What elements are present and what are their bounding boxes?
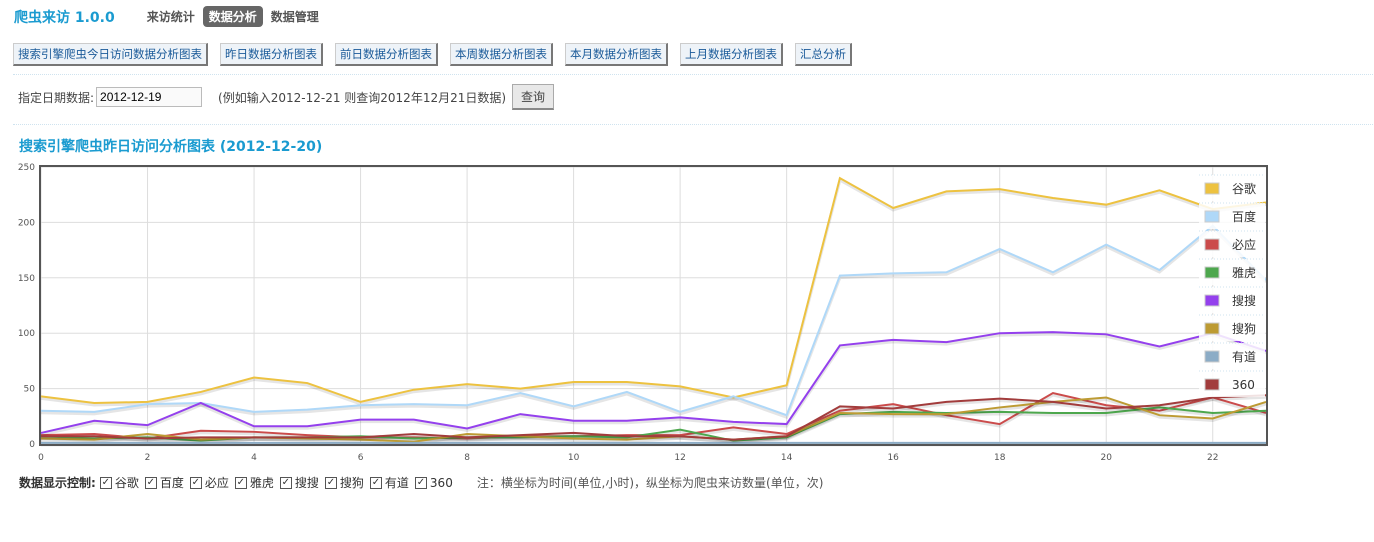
series-line-0: [40, 176, 1267, 405]
series-toggle-label: 有道: [384, 476, 409, 490]
checkbox-checked-icon[interactable]: ✓: [144, 476, 157, 489]
checkbox-checked-icon[interactable]: ✓: [189, 476, 202, 489]
report-button[interactable]: 搜索引擎爬虫今日访问数据分析图表: [13, 43, 208, 66]
legend-label: 谷歌: [1232, 181, 1256, 196]
series-toggle-label: 雅虎: [249, 476, 274, 490]
nav-data-analysis[interactable]: 数据分析: [202, 6, 263, 27]
y-tick-label: 200: [18, 218, 35, 228]
date-hint: (例如输入2012-12-21 则查询2012年12月21日数据): [218, 90, 507, 105]
series-toggle[interactable]: ✓ 百度: [144, 474, 184, 491]
series-line-2: [40, 391, 1267, 440]
series-toggle-label: 必应: [204, 476, 229, 490]
legend-label: 必应: [1232, 237, 1256, 252]
y-tick-label: 50: [24, 385, 36, 395]
series-line-4: [40, 331, 1267, 434]
checkbox-checked-icon[interactable]: ✓: [369, 476, 382, 489]
y-tick-label: 150: [18, 274, 35, 284]
chart-title: 搜索引擎爬虫昨日访问分析图表 (2012-12-20): [19, 139, 323, 155]
legend-swatch: [1204, 294, 1220, 307]
nav-visit-stats[interactable]: 来访统计: [146, 10, 195, 24]
legend-label: 有道: [1232, 350, 1256, 364]
report-buttons: 搜索引擎爬虫今日访问数据分析图表 昨日数据分析图表 前日数据分析图表 本周数据分析图表…: [13, 43, 864, 66]
divider: [13, 74, 1373, 75]
series-shadow: [41, 395, 1267, 444]
legend-swatch: [1204, 182, 1220, 195]
legend-swatch: [1204, 266, 1220, 279]
series-toggle[interactable]: ✓ 360: [414, 475, 453, 490]
x-tick-label: 12: [674, 453, 685, 460]
legend-swatch: [1204, 378, 1220, 391]
series-toggle[interactable]: ✓ 有道: [369, 474, 409, 491]
series-shadow: [40, 225, 1268, 420]
report-button[interactable]: 本周数据分析图表: [450, 43, 553, 66]
legend-label: 雅虎: [1232, 265, 1256, 280]
x-tick-label: 16: [887, 453, 899, 460]
x-tick-label: 14: [781, 453, 793, 460]
y-tick-label: 250: [18, 163, 35, 173]
legend-label: 360: [1232, 378, 1255, 392]
series-toggle[interactable]: ✓ 雅虎: [234, 474, 274, 491]
date-label: 指定日期数据:: [18, 90, 95, 105]
x-tick-label: 18: [994, 453, 1006, 460]
report-button[interactable]: 前日数据分析图表: [335, 43, 438, 66]
checkbox-checked-icon[interactable]: ✓: [324, 476, 337, 489]
series-toggle-label: 百度: [159, 476, 184, 490]
y-tick-label: 100: [18, 329, 35, 339]
series-line-1: [40, 224, 1267, 417]
date-query: 指定日期数据: (例如输入2012-12-21 则查询2012年12月21日数据…: [18, 84, 555, 110]
legend-label: 搜狗: [1232, 321, 1256, 336]
checkbox-checked-icon[interactable]: ✓: [99, 476, 112, 489]
report-button[interactable]: 上月数据分析图表: [680, 43, 783, 66]
x-tick-label: 4: [251, 453, 257, 460]
checkbox-checked-icon[interactable]: ✓: [234, 476, 247, 489]
query-button[interactable]: 查询: [512, 84, 555, 110]
series-toggle[interactable]: ✓ 搜搜: [279, 474, 319, 491]
x-tick-label: 2: [145, 453, 151, 460]
top-bar: 爬虫来访 1.0.0 来访统计 数据分析 数据管理: [14, 6, 327, 27]
series-shadow: [40, 332, 1267, 437]
x-tick-label: 22: [1207, 453, 1218, 460]
controls-label: 数据显示控制:: [19, 476, 96, 490]
checkbox-checked-icon[interactable]: ✓: [279, 476, 292, 489]
series-shadow: [40, 177, 1267, 407]
checkbox-checked-icon[interactable]: ✓: [414, 476, 427, 489]
series-toggle-label: 搜搜: [294, 476, 319, 490]
series-toggle[interactable]: ✓ 谷歌: [99, 474, 139, 491]
x-tick-label: 6: [358, 453, 364, 460]
legend-label: 搜搜: [1232, 293, 1256, 308]
report-button[interactable]: 汇总分析: [795, 43, 852, 66]
axis-note: 注：横坐标为时间(单位,小时)，纵坐标为爬虫来访数量(单位，次): [476, 476, 824, 490]
series-toggle-label: 360: [429, 475, 453, 490]
series-toggle-label: 搜狗: [339, 476, 364, 490]
legend-swatch: [1204, 350, 1220, 363]
series-toggle[interactable]: ✓ 搜狗: [324, 474, 364, 491]
x-tick-label: 10: [568, 453, 580, 460]
series-line-7: [41, 394, 1267, 441]
report-button[interactable]: 昨日数据分析图表: [220, 43, 323, 66]
legend-swatch: [1204, 210, 1220, 223]
legend-label: 百度: [1232, 209, 1256, 224]
plot-border: [39, 165, 1268, 446]
series-toggle-label: 谷歌: [114, 476, 139, 490]
y-tick-label: 0: [29, 440, 35, 450]
display-controls: 数据显示控制: ✓ 谷歌 ✓ 百度 ✓ 必应 ✓ 雅虎 ✓ 搜搜 ✓ 搜狗 ✓ 有道 ✓ 360 注：横坐标为时…: [19, 474, 823, 491]
divider: [13, 124, 1373, 125]
x-tick-label: 20: [1100, 453, 1112, 460]
x-tick-label: 0: [38, 453, 44, 460]
report-button[interactable]: 本月数据分析图表: [565, 43, 668, 66]
x-tick-label: 8: [464, 453, 470, 460]
nav-data-management[interactable]: 数据管理: [270, 10, 319, 24]
line-chart: 0 50 100 150 200 250 0 2 4 6 8 10 12 14 16 18 20 22 谷歌百度必应…: [18, 163, 1268, 460]
date-input[interactable]: [96, 87, 203, 107]
legend-swatch: [1204, 322, 1220, 335]
series-toggle[interactable]: ✓ 必应: [189, 474, 229, 491]
brand[interactable]: 爬虫来访 1.0.0: [14, 9, 115, 26]
legend-swatch: [1204, 238, 1220, 251]
